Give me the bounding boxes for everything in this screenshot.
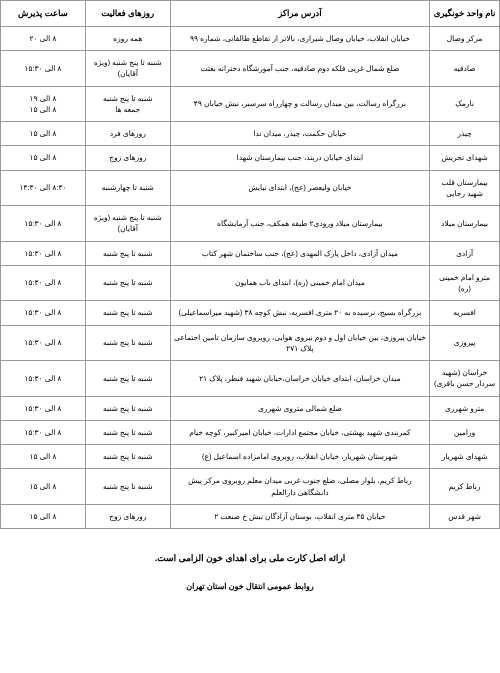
cell-name: صادقیه [430, 51, 500, 87]
cell-name: آزادی [430, 241, 500, 265]
cell-hours: ۸ الی ۱۵ [1, 122, 86, 146]
cell-name: خراسان (شهید سردار حسن باقری) [430, 361, 500, 397]
cell-days: شنبه تا پنج شنبه [85, 396, 170, 420]
cell-hours: ۸ الی ۱۵:۳۰ [1, 51, 86, 87]
cell-hours: ۸:۳۰ الی ۱۴:۳۰ [1, 170, 86, 206]
cell-hours: ۸ الی ۱۹۸ الی ۱۵ [1, 86, 86, 122]
cell-address: ضلع شمالی متروی شهرری [170, 396, 429, 420]
cell-days: شنبه تا پنج شنبه (ویژه آقایان) [85, 51, 170, 87]
cell-hours: ۸ الی ۱۵ [1, 469, 86, 505]
cell-hours: ۸ الی ۱۵:۳۰ [1, 206, 86, 242]
cell-name: بیمارستان میلاد [430, 206, 500, 242]
table-row: شهر قدسخیابان ۴۵ متری انقلاب، بوستان آزا… [1, 504, 500, 528]
cell-name: مرکز وصال [430, 26, 500, 50]
cell-address: خیابان پیروزی، بین خیابان اول و دوم نیرو… [170, 325, 429, 361]
table-row: بیمارستان قلب شهید رجاییخیابان ولیعصر (ع… [1, 170, 500, 206]
cell-address: خیابان ولیعصر (عج)، ابتدای نیایش [170, 170, 429, 206]
cell-days: همه روزه [85, 26, 170, 50]
header-name: نام واحد خونگیری [430, 1, 500, 27]
cell-days: شنبه تا پنج شنبه [85, 325, 170, 361]
cell-hours: ۸ الی ۱۵:۳۰ [1, 241, 86, 265]
table-row: آزادیمیدان آزادی، داخل پارک المهدی (عج)،… [1, 241, 500, 265]
cell-days: روزهای فرد [85, 122, 170, 146]
cell-hours: ۸ الی ۲۰ [1, 26, 86, 50]
header-hours: ساعت پذیرش [1, 1, 86, 27]
cell-name: رباط کریم [430, 469, 500, 505]
cell-address: بیمارستان میلاد ورودی۲ طبقه همکف، جنب آز… [170, 206, 429, 242]
table-row: بیمارستان میلادبیمارستان میلاد ورودی۲ طب… [1, 206, 500, 242]
cell-days: شنبه تا پنج شنبه (ویژه آقایان) [85, 206, 170, 242]
cell-address: ابتدای خیابان دربند، جنب بیمارستان شهدا [170, 146, 429, 170]
cell-days: شنبه تا پنج شنبه [85, 361, 170, 397]
cell-days: روزهای زوج [85, 504, 170, 528]
cell-name: بیمارستان قلب شهید رجایی [430, 170, 500, 206]
cell-hours: ۸ الی ۱۵ [1, 146, 86, 170]
table-row: مرکز وصالخیابان انقلاب، خیابان وصال شیرا… [1, 26, 500, 50]
footer-note: ارائه اصل کارت ملی برای اهدای خون الزامی… [0, 553, 500, 564]
cell-address: ضلع شمال غربی فلکه دوم صادقیه، جنب آموزش… [170, 51, 429, 87]
cell-hours: ۸ الی ۱۵:۳۰ [1, 420, 86, 444]
table-row: مترو شهرریضلع شمالی متروی شهرریشنبه تا پ… [1, 396, 500, 420]
cell-name: چیذر [430, 122, 500, 146]
cell-name: شهدای تجریش [430, 146, 500, 170]
table-row: رباط کریمرباط کریم، بلوار مصلی، ضلع جنوب… [1, 469, 500, 505]
cell-name: پیروزی [430, 325, 500, 361]
cell-address: میدان امام خمینی (ره)، ابتدای باب همایون [170, 265, 429, 301]
cell-hours: ۸ الی ۱۵:۳۰ [1, 361, 86, 397]
centers-table: نام واحد خونگیری آدرس مراکز روزهای فعالی… [0, 0, 500, 529]
table-row: افسریهبزرگراه بسیج، نرسیده به ۲۰ متری اف… [1, 301, 500, 325]
table-row: نارمکبزرگراه رسالت، بین میدان رسالت و چه… [1, 86, 500, 122]
cell-name: شهدای شهریار [430, 445, 500, 469]
table-row: چیذرخیابان حکمت، چیذر، میدان نداروزهای ف… [1, 122, 500, 146]
cell-days: روزهای زوج [85, 146, 170, 170]
table-row: صادقیهضلع شمال غربی فلکه دوم صادقیه، جنب… [1, 51, 500, 87]
cell-address: خیابان حکمت، چیذر، میدان ندا [170, 122, 429, 146]
cell-hours: ۸ الی ۱۵:۳۰ [1, 301, 86, 325]
table-row: شهدای شهریارشهرستان شهریار، خیابان انقلا… [1, 445, 500, 469]
cell-days: شنبه تا پنج شنبه [85, 420, 170, 444]
cell-address: بزرگراه بسیج، نرسیده به ۲۰ متری افسریه، … [170, 301, 429, 325]
cell-name: ورامین [430, 420, 500, 444]
table-row: شهدای تجریشابتدای خیابان دربند، جنب بیما… [1, 146, 500, 170]
cell-address: شهرستان شهریار، خیابان انقلاب، روبروی ام… [170, 445, 429, 469]
cell-days: شنبه تا پنج شنبه [85, 301, 170, 325]
footer-org: روابط عمومی انتقال خون استان تهران [0, 582, 500, 591]
cell-days: شنبه تا پنج شنبه [85, 265, 170, 301]
cell-hours: ۸ الی ۱۵:۳۰ [1, 325, 86, 361]
cell-address: رباط کریم، بلوار مصلی، ضلع جنوب غربی مید… [170, 469, 429, 505]
cell-address: بزرگراه رسالت، بین میدان رسالت و چهارراه… [170, 86, 429, 122]
cell-hours: ۸ الی ۱۵:۳۰ [1, 265, 86, 301]
cell-name: نارمک [430, 86, 500, 122]
cell-hours: ۸ الی ۱۵ [1, 445, 86, 469]
cell-hours: ۸ الی ۱۵ [1, 504, 86, 528]
cell-address: خیابان ۴۵ متری انقلاب، بوستان آزادگان نب… [170, 504, 429, 528]
cell-days: شنبه تا پنج شنبه [85, 241, 170, 265]
table-row: خراسان (شهید سردار حسن باقری)میدان خراسا… [1, 361, 500, 397]
cell-days: شنبه تا پنج شنبه [85, 445, 170, 469]
cell-name: مترو امام خمینی (ره) [430, 265, 500, 301]
cell-address: میدان خراسان، ابتدای خیابان خراسان،خیابا… [170, 361, 429, 397]
cell-address: میدان آزادی، داخل پارک المهدی (عج)، جنب … [170, 241, 429, 265]
table-row: پیروزیخیابان پیروزی، بین خیابان اول و دو… [1, 325, 500, 361]
header-days: روزهای فعالیت [85, 1, 170, 27]
cell-days: شنبه تا چهارشنبه [85, 170, 170, 206]
cell-name: مترو شهرری [430, 396, 500, 420]
cell-address: خیابان انقلاب، خیابان وصال شیرازی، بالات… [170, 26, 429, 50]
table-row: ورامینکمربندی شهید بهشتی، خیابان مجتمع ا… [1, 420, 500, 444]
cell-address: کمربندی شهید بهشتی، خیابان مجتمع ادارات،… [170, 420, 429, 444]
cell-hours: ۸ الی ۱۵:۳۰ [1, 396, 86, 420]
header-address: آدرس مراکز [170, 1, 429, 27]
cell-days: شنبه تا پنج شنبه [85, 469, 170, 505]
cell-days: شنبه تا پنج شنبهجمعه ها [85, 86, 170, 122]
table-row: مترو امام خمینی (ره)میدان امام خمینی (ره… [1, 265, 500, 301]
cell-name: شهر قدس [430, 504, 500, 528]
cell-name: افسریه [430, 301, 500, 325]
